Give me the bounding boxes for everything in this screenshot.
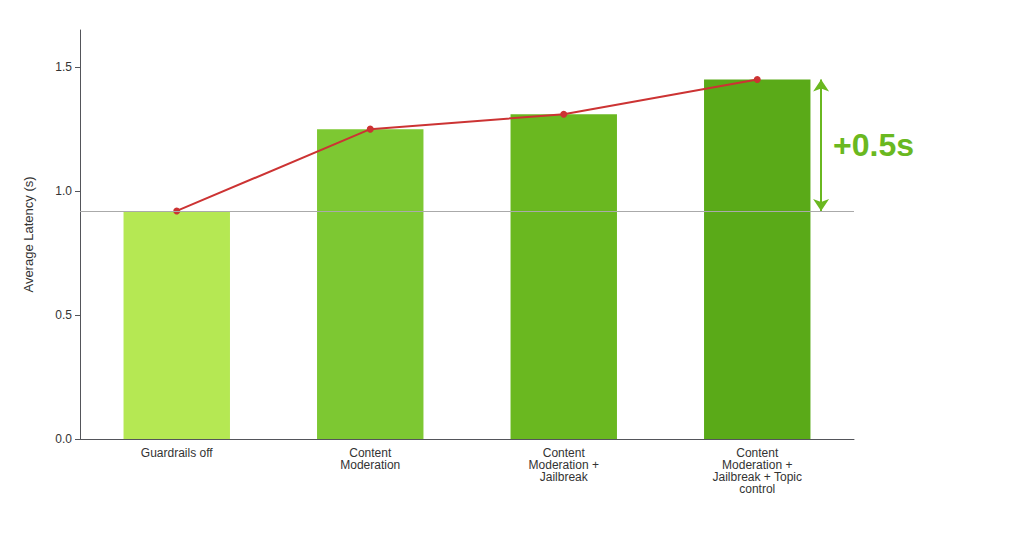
svg-text:+0.5s: +0.5s [833, 127, 914, 163]
svg-text:Content: Content [542, 446, 585, 460]
svg-text:Guardrails off: Guardrails off [141, 446, 213, 460]
svg-text:Average Latency (s): Average Latency (s) [21, 176, 36, 292]
svg-text:Jailbreak: Jailbreak [540, 470, 589, 484]
svg-text:1.0: 1.0 [55, 184, 72, 198]
svg-text:Jailbreak + Topic: Jailbreak + Topic [712, 470, 802, 484]
svg-text:Content: Content [736, 446, 779, 460]
svg-text:Content: Content [349, 446, 392, 460]
svg-text:0.5: 0.5 [55, 308, 72, 322]
svg-text:0.0: 0.0 [55, 432, 72, 446]
svg-text:Moderation +: Moderation + [722, 458, 793, 472]
svg-text:Moderation: Moderation [340, 458, 400, 472]
svg-text:1.5: 1.5 [55, 60, 72, 74]
svg-text:Moderation +: Moderation + [528, 458, 599, 472]
svg-text:control: control [739, 482, 775, 496]
